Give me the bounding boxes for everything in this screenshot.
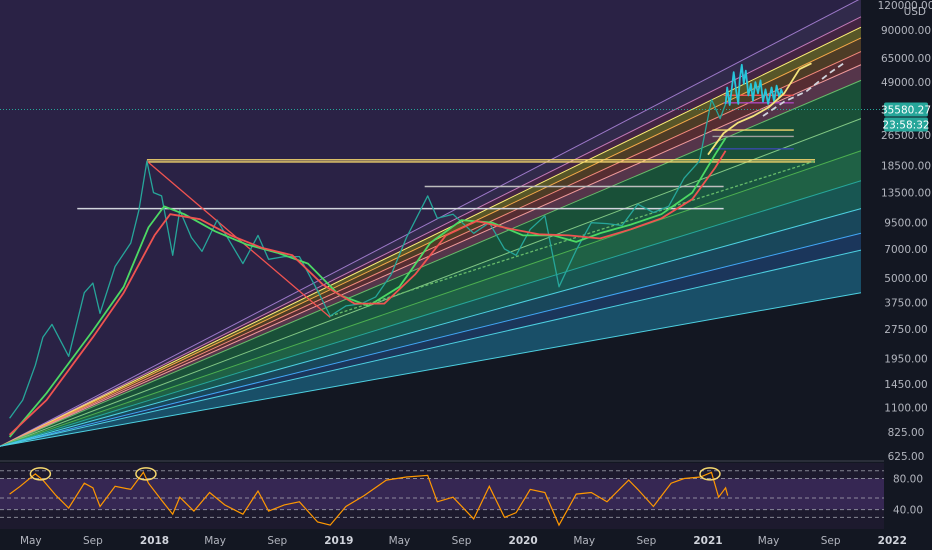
- fan-ray: [0, 208, 862, 447]
- last-price-badge: [884, 102, 928, 117]
- rsi-line: [9, 471, 729, 527]
- price-tick-label: 1100.00: [884, 403, 927, 415]
- rsi-pane[interactable]: [0, 463, 884, 529]
- fan-ray: [0, 180, 862, 447]
- time-tick-label: May: [758, 535, 780, 547]
- time-tick-label: May: [389, 535, 411, 547]
- price-tick-label: 49000.00: [881, 77, 931, 89]
- rsi-highlight: [699, 467, 721, 481]
- price-tick-label: 1950.00: [884, 353, 927, 365]
- price-tick-label: 2750.00: [884, 324, 927, 336]
- price-tick-label: 625.00: [888, 451, 925, 463]
- price-tick-label: 3750.00: [884, 297, 927, 309]
- time-tick-label: Sep: [452, 535, 472, 547]
- rsi-highlight: [29, 467, 52, 481]
- time-axis-background: [0, 530, 932, 550]
- moving-average-line: [8, 137, 727, 438]
- time-axis[interactable]: May Sep 2018 May Sep 2019 May Sep 2020 May Sep 2021…: [0, 530, 932, 550]
- price-tick-label: 5000.00: [884, 273, 927, 285]
- time-tick-label: May: [573, 535, 595, 547]
- fan-ray: [0, 51, 862, 447]
- time-tick-label: 2020: [509, 535, 538, 547]
- price-axis-background: [884, 0, 932, 550]
- fan-ray: [0, 150, 862, 447]
- price-tick-label: 9500.00: [884, 218, 927, 230]
- horizontal-levels: [0, 94, 884, 210]
- price-tick-label: 120000.00: [878, 0, 932, 12]
- rsi-axis[interactable]: 80.00 40.00: [893, 474, 923, 517]
- axis-currency-label: USD: [904, 6, 926, 18]
- fan-ray: [0, 0, 860, 447]
- price-axis[interactable]: USD 120000.00 90000.00 65000.00 49000.00 265…: [878, 0, 932, 550]
- price-tick-label: 825.00: [888, 427, 925, 439]
- fan-ray: [0, 292, 862, 447]
- price-series: [8, 61, 847, 438]
- time-tick-label: Sep: [83, 535, 103, 547]
- price-line: [9, 98, 727, 419]
- projection-line: [762, 61, 847, 117]
- rsi-band: [0, 478, 884, 510]
- price-tick-label: 7000.00: [884, 244, 927, 256]
- countdown-label: 23:58:32: [882, 120, 929, 132]
- time-tick-label: 2021: [693, 535, 722, 547]
- projection-line: [707, 62, 812, 156]
- price-badges: 35580.27 23:58:32: [881, 102, 931, 132]
- rsi-highlight: [135, 467, 157, 481]
- fan-ray: [0, 16, 862, 447]
- moving-average-line: [8, 150, 727, 436]
- price-tick-label: 65000.00: [881, 53, 931, 65]
- rsi-indicator: [0, 467, 884, 527]
- price-tick-label: 18500.00: [881, 161, 931, 173]
- time-tick-label: Sep: [821, 535, 841, 547]
- price-tick-label: 1450.00: [884, 379, 927, 391]
- projection-line: [724, 63, 785, 106]
- fan-ray: [0, 26, 862, 447]
- time-tick-label: May: [204, 535, 226, 547]
- countdown-badge: [884, 117, 928, 132]
- time-tick-label: 2022: [878, 535, 907, 547]
- price-tick-label: 90000.00: [881, 25, 931, 37]
- time-tick-label: Sep: [267, 535, 287, 547]
- time-tick-label: Sep: [636, 535, 656, 547]
- price-pane[interactable]: [0, 0, 884, 447]
- price-tick-label: 26500.00: [881, 130, 931, 142]
- rsi-tick-label: 80.00: [893, 474, 923, 486]
- fan-ray: [0, 232, 862, 447]
- time-tick-label: May: [20, 535, 42, 547]
- rsi-tick-label: 40.00: [893, 505, 923, 517]
- last-price-label: 35580.27: [881, 105, 931, 117]
- time-tick-label: 2019: [324, 535, 353, 547]
- fan-ray: [0, 118, 862, 447]
- price-tick-label: 13500.00: [881, 188, 931, 200]
- time-tick-label: 2018: [140, 535, 169, 547]
- fib-fan: [0, 0, 862, 447]
- fan-ray: [0, 249, 862, 447]
